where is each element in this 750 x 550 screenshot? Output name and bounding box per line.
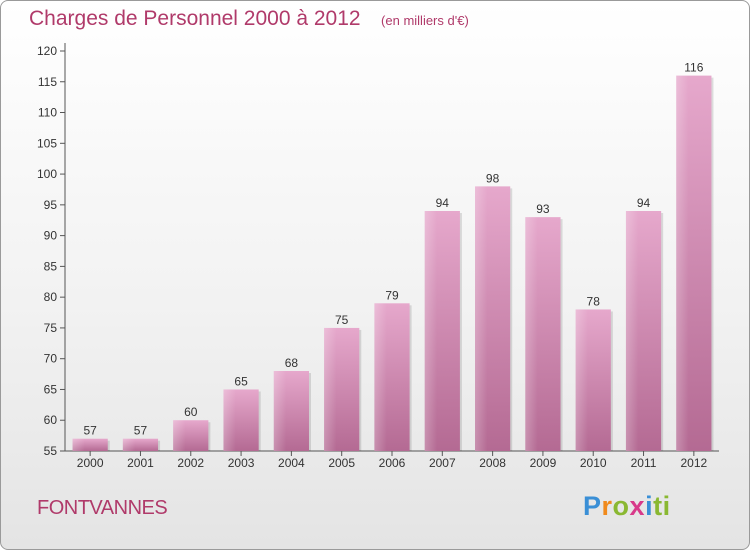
logo-letter: x xyxy=(629,491,646,521)
y-tick-label: 120 xyxy=(37,44,57,58)
bar-highlight xyxy=(122,438,136,451)
value-label: 94 xyxy=(436,196,450,210)
x-tick-label: 2000 xyxy=(77,456,104,470)
x-tick-label: 2008 xyxy=(479,456,506,470)
bar-highlight xyxy=(173,420,186,451)
y-tick-label: 90 xyxy=(44,229,58,243)
bar-highlight xyxy=(424,211,438,451)
bar-highlight xyxy=(676,75,689,451)
x-tick-label: 2007 xyxy=(429,456,456,470)
value-label: 98 xyxy=(486,171,500,185)
value-label: 57 xyxy=(83,424,97,438)
y-tick-label: 60 xyxy=(44,413,58,427)
bar-highlight xyxy=(72,438,85,451)
value-label: 93 xyxy=(536,202,550,216)
y-tick-label: 70 xyxy=(44,352,58,366)
y-tick-label: 65 xyxy=(44,382,58,396)
bar-highlight xyxy=(625,211,639,451)
logo-letter: P xyxy=(583,491,602,521)
y-tick-label: 115 xyxy=(38,75,57,89)
value-label: 57 xyxy=(134,424,148,438)
x-tick-label: 2002 xyxy=(177,456,204,470)
chart-title: Charges de Personnel 2000 à 2012 xyxy=(29,7,361,30)
value-label: 60 xyxy=(184,405,198,419)
y-tick-label: 100 xyxy=(37,167,57,181)
bar-highlight xyxy=(273,371,287,451)
y-tick-label: 110 xyxy=(38,106,57,120)
value-label: 94 xyxy=(637,196,651,210)
chart-subtitle: (en milliers d'€) xyxy=(381,13,469,28)
y-tick-label: 95 xyxy=(44,198,58,212)
bar-highlight xyxy=(475,186,488,451)
logo-letter: i xyxy=(662,491,671,521)
x-tick-label: 2010 xyxy=(580,456,607,470)
bar-highlight xyxy=(324,327,337,451)
title-row: Charges de Personnel 2000 à 2012 (en mil… xyxy=(29,7,469,31)
value-label: 78 xyxy=(587,294,601,308)
value-label: 68 xyxy=(285,356,299,370)
proxiti-logo[interactable]: Proxiti xyxy=(583,491,671,522)
town-name: FONTVANNES xyxy=(37,497,168,519)
y-tick-label: 85 xyxy=(44,259,58,273)
x-tick-label: 2004 xyxy=(278,456,305,470)
x-tick-label: 2001 xyxy=(127,456,154,470)
x-tick-label: 2011 xyxy=(631,456,657,470)
logo-letter: o xyxy=(612,491,630,521)
x-tick-label: 2012 xyxy=(680,456,707,470)
bar-highlight xyxy=(525,217,538,451)
x-tick-label: 2006 xyxy=(379,456,406,470)
value-label: 79 xyxy=(385,288,399,302)
logo-letter: t xyxy=(653,491,663,521)
bar-highlight xyxy=(374,303,387,451)
bar-highlight xyxy=(575,309,588,451)
x-tick-label: 2009 xyxy=(530,456,557,470)
value-label: 116 xyxy=(684,61,703,75)
value-label: 75 xyxy=(335,313,349,327)
value-label: 65 xyxy=(234,374,248,388)
y-tick-label: 55 xyxy=(44,444,58,458)
y-tick-label: 105 xyxy=(37,136,57,150)
logo-letter: r xyxy=(601,491,613,521)
x-tick-label: 2005 xyxy=(328,456,355,470)
logo-letter: i xyxy=(645,491,654,521)
y-tick-label: 80 xyxy=(44,290,58,304)
x-tick-label: 2003 xyxy=(228,456,255,470)
y-tick-label: 75 xyxy=(44,321,58,335)
bar-highlight xyxy=(223,389,236,451)
